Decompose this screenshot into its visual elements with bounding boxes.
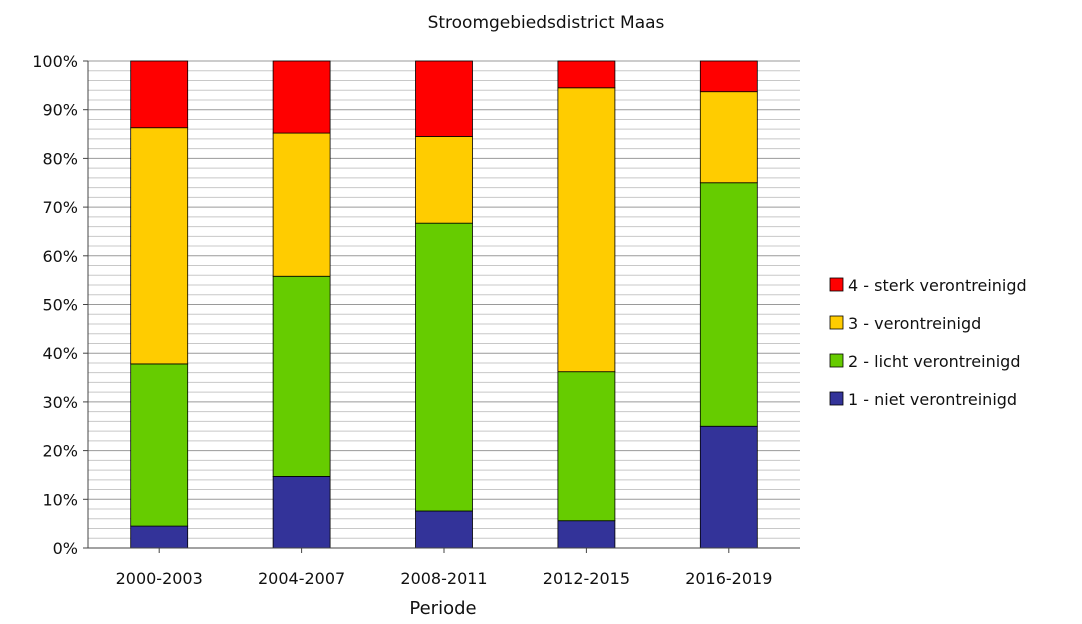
bar-segment-2 (415, 222, 473, 512)
y-tick-label: 40% (42, 344, 78, 363)
bar-segment-4 (272, 60, 331, 134)
y-tick-label: 70% (42, 198, 78, 217)
legend: 4 - sterk verontreinigd 3 - verontreinigd… (829, 276, 1027, 409)
x-tick-label: 2012-2015 (543, 569, 630, 588)
bar-segment-1 (699, 425, 758, 549)
legend-label: 2 - licht verontreinigd (848, 352, 1020, 371)
y-tick-label: 60% (42, 247, 78, 266)
legend-label: 1 - niet verontreinigd (848, 390, 1017, 409)
legend-swatch (829, 315, 844, 330)
bar-segment-4 (130, 60, 189, 129)
bar-segment-4 (415, 60, 473, 137)
y-tick-label: 20% (42, 442, 78, 461)
legend-swatch (829, 353, 844, 368)
x-tick-label: 2004-2007 (258, 569, 345, 588)
bar-segment-2 (130, 363, 189, 527)
axes (87, 61, 800, 553)
x-axis-title: Periode (409, 598, 476, 619)
y-tick-label: 10% (42, 490, 78, 509)
x-tick-label: 2016-2019 (685, 569, 772, 588)
x-axis-ticks: 2000-2003 2004-2007 2008-2011 2012-2015 2016… (116, 569, 773, 588)
bar-segment-2 (557, 371, 616, 522)
bar-segment-2 (272, 275, 331, 477)
bar-segment-3 (557, 87, 616, 373)
bar-segment-3 (272, 132, 331, 277)
legend-label: 3 - verontreinigd (848, 314, 981, 333)
legend-label: 4 - sterk verontreinigd (848, 276, 1027, 295)
bar-segment-3 (415, 136, 473, 224)
bar-segment-1 (272, 476, 331, 549)
bar-segment-3 (699, 91, 758, 184)
legend-swatch (829, 391, 844, 406)
x-tick-label: 2000-2003 (116, 569, 203, 588)
legend-swatch (829, 277, 844, 292)
bar-segment-3 (130, 127, 189, 365)
bar-segment-1 (415, 510, 473, 549)
bars (130, 60, 758, 549)
y-tick-label: 100% (32, 52, 78, 71)
y-tick-label: 50% (42, 296, 78, 315)
y-tick-label: 80% (42, 149, 78, 168)
y-tick-label: 0% (53, 539, 78, 558)
bar-segment-4 (557, 60, 616, 89)
bar-segment-2 (699, 182, 758, 427)
y-axis-ticks: 0% 10% 20% 30% 40% 50% 60% 70% 80% 90% 100% (32, 52, 88, 558)
y-tick-label: 90% (42, 101, 78, 120)
bar-segment-1 (557, 520, 616, 549)
chart-title: Stroomgebiedsdistrict Maas (428, 13, 665, 33)
bar-segment-4 (699, 60, 758, 93)
y-tick-label: 30% (42, 393, 78, 412)
bar-segment-1 (130, 525, 189, 549)
x-tick-label: 2008-2011 (400, 569, 487, 588)
